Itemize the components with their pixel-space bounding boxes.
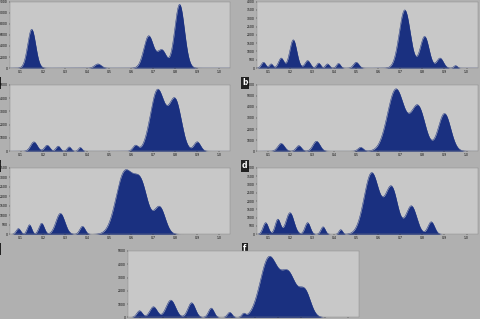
Text: b: b [242,78,248,87]
Text: d: d [242,161,248,170]
Text: f: f [243,244,246,253]
